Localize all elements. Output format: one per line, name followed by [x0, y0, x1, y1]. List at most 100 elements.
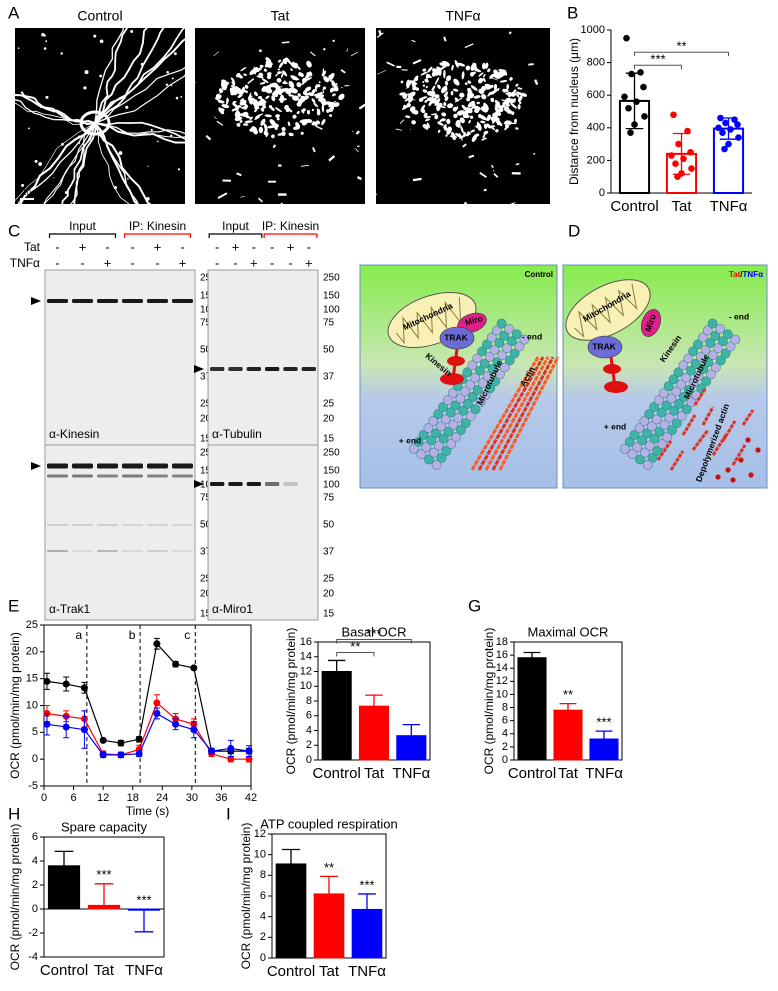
- mitochondrion: [317, 84, 321, 88]
- neurite: [70, 122, 96, 204]
- y-tick-label: 2: [32, 879, 38, 891]
- mitochondrion: [259, 64, 264, 68]
- micrograph-texture: [376, 30, 539, 204]
- mitochondrion: [271, 95, 276, 102]
- mitochondrion: [467, 100, 475, 108]
- mitochondrion: [495, 119, 498, 123]
- y-tick-label: 6: [260, 890, 266, 902]
- mitochondrion: [288, 80, 295, 89]
- blot-sign: +: [287, 239, 295, 254]
- actin-fragment: [669, 450, 685, 471]
- mitochondrion: [496, 122, 500, 126]
- actin-filament: [498, 356, 560, 471]
- event-label: a: [76, 628, 83, 642]
- x-axis-label: Time (s): [126, 804, 170, 818]
- fiber: [411, 39, 416, 43]
- blot-band: [72, 463, 93, 469]
- mw-marker: 37: [323, 372, 335, 383]
- mitochondrion: [440, 85, 448, 94]
- mitochondrion: [329, 114, 333, 117]
- microtubule: [619, 318, 741, 470]
- fiber: [464, 43, 474, 49]
- error-bar: [358, 893, 376, 910]
- mitochondrion: [236, 123, 241, 127]
- blot-sign: -: [215, 239, 219, 254]
- blot-sign: -: [233, 255, 237, 270]
- data-point: [227, 744, 235, 752]
- event-label: c: [184, 628, 190, 642]
- mitochondrion: [244, 84, 249, 89]
- neurite: [94, 66, 185, 124]
- diagram-title-part: Tat: [729, 270, 741, 279]
- mitochondrion: [243, 89, 248, 93]
- plot-frame: [43, 836, 165, 958]
- puncta: [61, 142, 64, 146]
- mitochondrion: [425, 85, 428, 89]
- fiber: [281, 41, 290, 44]
- mitochondrion: [321, 103, 325, 113]
- mitochondrion: [441, 112, 447, 117]
- mitochondrion: [484, 84, 492, 90]
- data-point: [670, 111, 677, 119]
- mitochondrion: [446, 127, 450, 135]
- chart-title: Maximal OCR: [528, 624, 609, 639]
- mitochondrion: [239, 120, 243, 124]
- micrograph: [15, 28, 185, 204]
- mitochondrion: [463, 107, 470, 111]
- mitochondrion: [268, 105, 273, 109]
- fiber: [515, 162, 520, 166]
- neurite: [94, 28, 165, 124]
- tubulin: [519, 334, 530, 345]
- data-point: [62, 723, 70, 731]
- kinesin: [603, 364, 621, 374]
- mitochondrion: [249, 68, 257, 76]
- fiber: [247, 78, 255, 85]
- mitochondrion: [231, 80, 236, 86]
- mitochondrion: [476, 101, 480, 105]
- puncta: [175, 96, 179, 100]
- y-axis-label: OCR (pmol/min/mg protein): [284, 628, 298, 775]
- y-tick-label: -4: [28, 951, 38, 963]
- mitochondrion: [437, 84, 441, 90]
- fiber: [358, 103, 365, 110]
- error-bar: [282, 848, 300, 864]
- neurite: [43, 122, 96, 204]
- mitochondrion: [517, 95, 523, 102]
- bar: [87, 904, 121, 910]
- mitochondrion: [487, 114, 491, 121]
- mitochondrion: [239, 112, 249, 117]
- micrograph-title: Control: [77, 8, 122, 24]
- significance-label: ***: [96, 867, 111, 882]
- blot-sign: -: [252, 239, 256, 254]
- actin-fragment: [693, 388, 707, 406]
- data-point: [637, 69, 644, 76]
- miro: [640, 309, 662, 337]
- mitochondrion: [488, 92, 492, 96]
- blot-sign: -: [130, 239, 134, 254]
- actin-fragment: [681, 414, 697, 436]
- fiber: [216, 120, 224, 126]
- data-point: [190, 726, 198, 734]
- mitochondrion: [283, 60, 287, 65]
- mitochondrion: [436, 102, 441, 112]
- neurite: [15, 102, 96, 125]
- mitochondrion: [248, 98, 253, 105]
- mw-marker: 75: [323, 493, 335, 504]
- cristae: [574, 283, 638, 338]
- neurite: [94, 28, 148, 124]
- x-tick-label: TNFα: [392, 765, 430, 782]
- mitochondrion: [301, 119, 309, 126]
- mitochondrion: [467, 87, 472, 93]
- fiber: [274, 71, 281, 77]
- mitochondrion: [424, 118, 431, 122]
- puncta: [60, 52, 63, 55]
- mitochondrion: [257, 95, 263, 99]
- y-tick-label: 0: [260, 952, 266, 964]
- puncta: [118, 151, 123, 155]
- bar: [275, 863, 307, 959]
- y-tick-label: 0: [502, 754, 508, 766]
- mitochondrion: [318, 81, 321, 84]
- blot-sign: -: [288, 255, 292, 270]
- blot-sign: +: [179, 255, 187, 270]
- puncta: [171, 77, 174, 80]
